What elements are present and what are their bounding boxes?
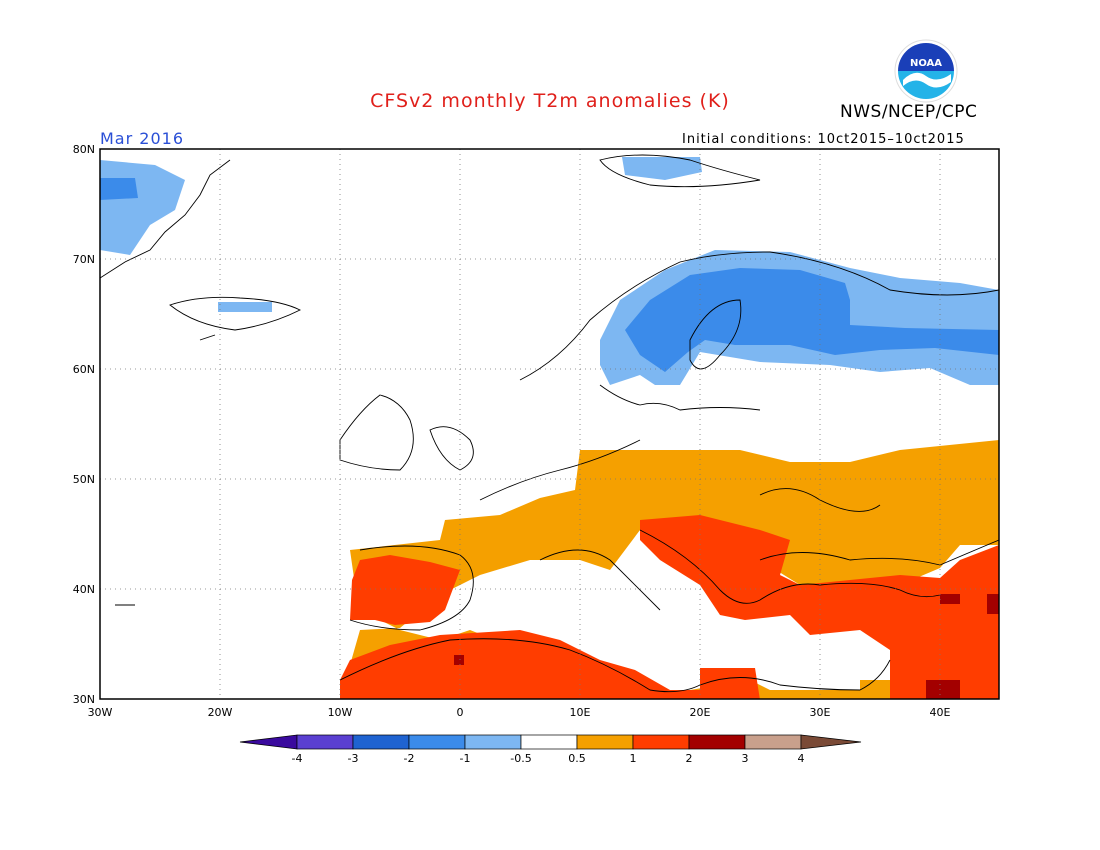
colorbar-tick-label: -2: [404, 752, 415, 765]
cold-anomaly-iceland: [218, 302, 272, 312]
colorbar-swatch: [632, 734, 690, 750]
colorbar-tick-label: -1: [460, 752, 471, 765]
colorbar-tick-label: 2: [686, 752, 693, 765]
colorbar-swatch: [464, 734, 522, 750]
map-title: CFSv2 monthly T2m anomalies (K): [370, 90, 730, 112]
colorbar-swatch: [520, 734, 578, 750]
colorbar-swatch: [352, 734, 410, 750]
warm-anomaly-extreme-cell: [987, 594, 999, 614]
cold-anomaly-svalbard: [622, 157, 702, 180]
colorbar-extend-low: [239, 734, 298, 750]
lon-tick-label: 30W: [88, 706, 113, 719]
lat-tick-label: 40N: [73, 583, 95, 596]
lon-tick-label: 20W: [208, 706, 233, 719]
colorbar-labels: -4 -3 -2 -1 -0.5 0.5 1 2 3 4: [292, 752, 805, 765]
logo-text: NOAA: [910, 58, 942, 69]
warm-anomaly-extreme-cell: [926, 680, 960, 699]
warm-anomaly-north-africa: [340, 630, 700, 699]
colorbar-tick-label: -0.5: [510, 752, 531, 765]
warm-anomaly-europe: [340, 440, 999, 699]
colorbar-tick-label: 3: [742, 752, 749, 765]
warm-anomaly-iberia: [350, 555, 460, 625]
agency-label: NWS/NCEP/CPC: [840, 102, 978, 122]
lon-tick-label: 30E: [810, 706, 831, 719]
colorbar-tick-label: 0.5: [568, 752, 586, 765]
colorbar-swatch: [296, 734, 354, 750]
colorbar-swatch: [576, 734, 634, 750]
noaa-logo-icon: NOAA: [894, 39, 958, 103]
colorbar-tick-label: 4: [798, 752, 805, 765]
colorbar: [239, 734, 862, 750]
coastlines: [100, 154, 999, 693]
colorbar-tick-label: -3: [348, 752, 359, 765]
initial-conditions-label: Initial conditions: 10ct2015–10ct2015: [682, 132, 965, 147]
forecast-period-label: Mar 2016: [100, 129, 184, 148]
warm-anomaly-libya-coast: [700, 668, 760, 699]
colorbar-swatch: [408, 734, 466, 750]
lon-tick-label: 0: [457, 706, 464, 719]
colorbar-swatch: [744, 734, 802, 750]
colorbar-tick-label: -4: [292, 752, 303, 765]
lat-tick-label: 80N: [73, 143, 95, 156]
colorbar-tick-label: 1: [630, 752, 637, 765]
map-frame: [99, 148, 1000, 700]
cold-anomaly-greenland-core: [100, 178, 138, 200]
colorbar-swatch: [688, 734, 746, 750]
lat-tick-label: 30N: [73, 693, 95, 706]
warm-anomaly-extreme-cell: [454, 655, 464, 665]
cold-anomaly-scandinavia-core: [625, 268, 999, 372]
graticule: [100, 149, 999, 699]
lat-tick-label: 70N: [73, 253, 95, 266]
anomaly-shading: [100, 157, 999, 699]
warm-anomaly-extreme-cell: [940, 594, 960, 604]
lon-tick-label: 10W: [328, 706, 353, 719]
lat-tick-label: 60N: [73, 363, 95, 376]
warm-anomaly-balkans-turkey: [640, 515, 999, 699]
lat-tick-label: 50N: [73, 473, 95, 486]
colorbar-extend-high: [800, 734, 862, 750]
lon-tick-label: 40E: [930, 706, 951, 719]
cold-anomaly-greenland: [100, 160, 185, 255]
lon-tick-label: 20E: [690, 706, 711, 719]
lon-tick-label: 10E: [570, 706, 591, 719]
